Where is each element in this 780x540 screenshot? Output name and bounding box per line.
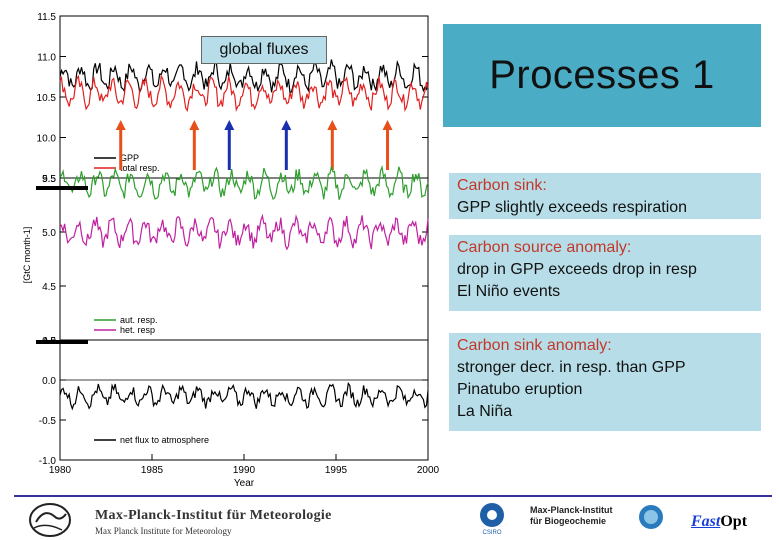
y-tick-label: -0.5 <box>39 416 57 427</box>
mpi-met-title: Max-Planck-Institut für Meteorologie <box>95 508 332 523</box>
csiro-label: CSIRO <box>482 530 501 536</box>
x-tick-label: 1990 <box>233 465 256 476</box>
mpi-bgc-logo <box>639 505 663 529</box>
y-tick-label: 5.0 <box>42 228 56 239</box>
series-line <box>59 164 429 200</box>
mpi-bgc-text: Max-Planck-Institut für Biogeochemie <box>530 505 613 527</box>
panel-carbon-sink-anomaly: Carbon sink anomaly: stronger decr. in r… <box>449 333 761 431</box>
plot-label-text: global fluxes <box>219 41 309 58</box>
y-tick-label: 10.5 <box>37 93 57 104</box>
event-arrow-head <box>382 120 393 130</box>
mpi-met-text: Max-Planck-Institut für Meteorologie Max… <box>95 508 332 536</box>
legend-label: het. resp <box>120 325 155 335</box>
y-tick-label: 10.0 <box>37 134 57 145</box>
series-line <box>59 74 429 113</box>
panel-line: GPP slightly exceeds respiration <box>457 199 688 216</box>
mpi-bgc-line2: für Biogeochemie <box>530 516 607 526</box>
fastopt-fast: Fast <box>691 513 721 530</box>
csiro-logo: CSIRO <box>480 503 504 536</box>
panel-line: La Niña <box>457 403 513 420</box>
panel-carbon-source-anomaly: Carbon source anomaly: drop in GPP excee… <box>449 235 761 311</box>
series-line <box>59 58 429 95</box>
panel-line: El Niño events <box>457 283 561 300</box>
footer-divider <box>14 495 772 497</box>
fastopt-logo: FastOpt <box>691 513 747 531</box>
mpi-met-subtitle: Max Planck Institute for Meteorology <box>95 526 232 536</box>
y-tick-label: 5.5 <box>42 174 56 185</box>
fastopt-opt: Opt <box>720 513 748 530</box>
legend-label: aut. resp. <box>120 315 158 325</box>
y-tick-label: -1.0 <box>39 456 57 467</box>
x-tick-label: 1995 <box>325 465 348 476</box>
x-tick-label: 1985 <box>141 465 164 476</box>
x-tick-label: 1980 <box>49 465 72 476</box>
panel-line: stronger decr. in resp. than GPP <box>457 359 686 376</box>
series-line <box>59 381 429 411</box>
plot-label: global fluxes <box>201 36 327 64</box>
panel-marker <box>36 186 88 190</box>
mpi-met-logo <box>29 503 71 537</box>
event-arrow-head <box>281 120 292 130</box>
x-tick-label: 2000 <box>417 465 440 476</box>
panel-line: Pinatubo eruption <box>457 381 583 398</box>
event-arrow-head <box>327 120 338 130</box>
y-axis-label: [GtC month-1] <box>22 227 32 284</box>
legend-label: net flux to atmosphere <box>120 435 209 445</box>
series-line <box>59 213 429 251</box>
event-arrow-head <box>224 120 235 130</box>
title-box: Processes 1 <box>443 24 761 127</box>
panel-heading: Carbon sink anomaly: <box>457 337 612 354</box>
y-tick-label: 9.5 <box>42 174 56 185</box>
y-tick-label: 4.5 <box>42 282 56 293</box>
x-axis-label: Year <box>234 478 255 489</box>
panel-line: drop in GPP exceeds drop in resp <box>457 261 697 278</box>
legend-label: GPP <box>120 153 139 163</box>
slide-title: Processes 1 <box>489 53 715 97</box>
y-tick-label: 11.0 <box>37 53 56 64</box>
y-tick-label: 0.0 <box>42 376 56 387</box>
panel-heading: Carbon sink: <box>457 177 547 194</box>
panel-marker <box>36 340 88 344</box>
event-arrow-head <box>115 120 126 130</box>
mpi-bgc-line1: Max-Planck-Institut <box>530 505 613 515</box>
legend-label: total resp. <box>120 163 160 173</box>
panel-heading: Carbon source anomaly: <box>457 239 632 256</box>
event-arrow-head <box>189 120 200 130</box>
panel-carbon-sink: Carbon sink: GPP slightly exceeds respir… <box>449 173 761 219</box>
y-tick-label: 11.5 <box>37 12 56 23</box>
